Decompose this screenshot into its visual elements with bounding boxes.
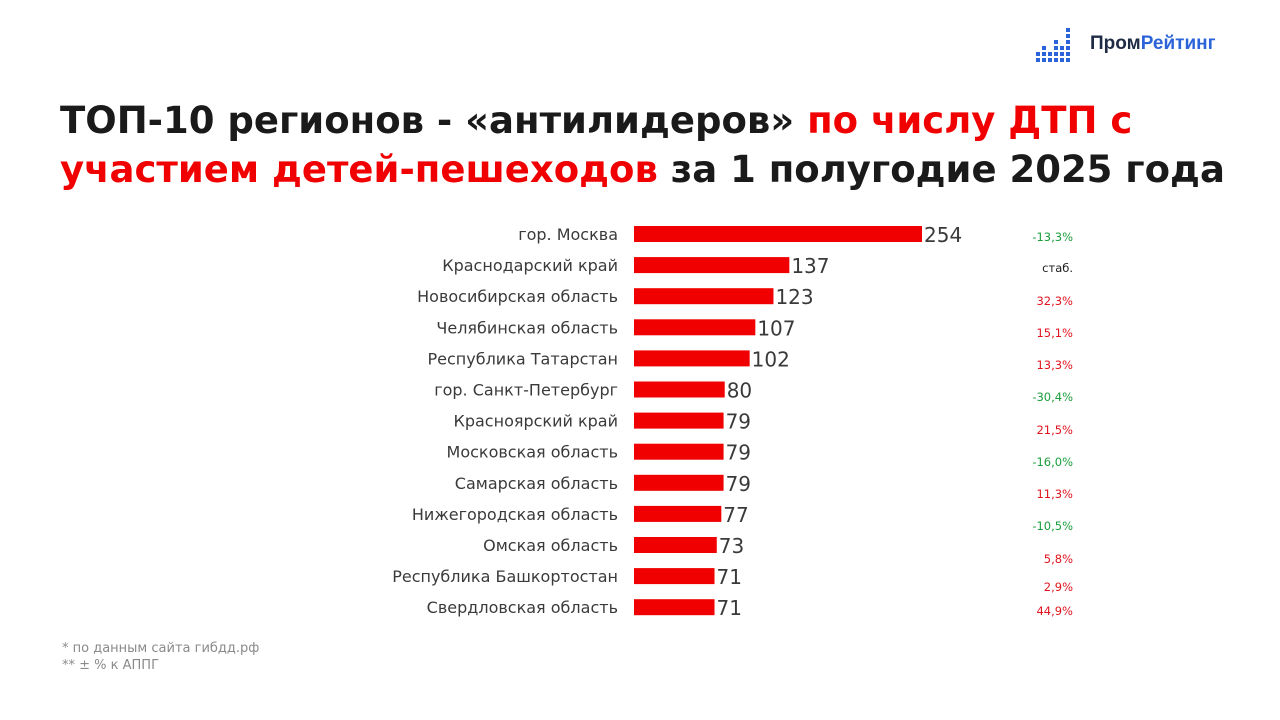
data-label: 73 (719, 534, 744, 558)
bar (634, 288, 774, 305)
category-label: гор. Санкт-Петербург (434, 381, 618, 400)
footnote-change: ** ± % к АППГ (62, 658, 159, 673)
bar (634, 412, 724, 429)
title-part1: ТОП-10 регионов - «антилидеров» (60, 99, 808, 142)
category-label: Свердловская область (427, 598, 618, 617)
data-label: 102 (752, 347, 790, 371)
category-label: Самарская область (455, 474, 618, 493)
bar-chart: гор. Москва 254 -13,3% Краснодарский край 13… (392, 223, 1073, 620)
data-label: 79 (726, 410, 751, 434)
data-label: 137 (791, 254, 829, 278)
data-label: 254 (924, 223, 962, 247)
brand-name-part2: Рейтинг (1140, 33, 1216, 54)
bar (634, 350, 750, 367)
category-label: Нижегородская область (412, 505, 618, 524)
data-label: 77 (723, 503, 748, 527)
change-label: стаб. (1042, 261, 1073, 275)
data-label: 71 (717, 565, 742, 589)
category-label: Новосибирская область (417, 287, 618, 306)
title-highlight: по числу ДТП с участием детей-пешеходов (60, 99, 1133, 191)
category-label: Омская область (483, 536, 618, 555)
change-label: -13,3% (1032, 230, 1073, 244)
data-label: 79 (726, 472, 751, 496)
change-label: -30,4% (1032, 390, 1073, 404)
bar (634, 381, 725, 398)
title-part3: за 1 полугодие 2025 года (657, 148, 1225, 191)
category-label: Краснодарский край (442, 256, 618, 275)
data-label: 123 (775, 285, 813, 309)
category-label: Красноярский край (453, 412, 618, 431)
category-label: гор. Москва (518, 225, 618, 244)
change-label: 32,3% (1036, 294, 1073, 308)
brand-logo: ПромРейтинг (1036, 26, 1216, 62)
footnote-source: * по данным сайта гибдд.рф (62, 641, 260, 656)
change-label: -10,5% (1032, 519, 1073, 533)
page-title: ТОП-10 регионов - «антилидеров» по числу… (60, 96, 1250, 194)
change-label: 44,9% (1036, 604, 1073, 618)
category-label: Республика Татарстан (427, 349, 618, 368)
data-label: 107 (757, 316, 795, 340)
change-label: 21,5% (1036, 423, 1073, 437)
bar (634, 319, 756, 336)
bar-dots-icon (1036, 28, 1070, 62)
category-label: Челябинская область (436, 318, 618, 337)
footnotes: * по данным сайта гибдд.рф ** ± % к АППГ (62, 640, 259, 674)
change-label: 11,3% (1036, 487, 1073, 501)
bar (634, 257, 790, 274)
bar (634, 568, 715, 585)
bar (634, 443, 724, 460)
bar (634, 599, 715, 616)
brand-name-part1: Пром (1090, 33, 1141, 54)
change-label: 2,9% (1044, 580, 1073, 594)
data-label: 71 (717, 596, 742, 620)
brand-name: ПромРейтинг (1090, 33, 1216, 55)
category-label: Республика Башкортостан (392, 567, 618, 586)
bar (634, 537, 717, 553)
data-label: 79 (726, 441, 751, 465)
change-label: 15,1% (1036, 326, 1073, 340)
change-label: -16,0% (1032, 455, 1073, 469)
change-label: 13,3% (1036, 358, 1073, 372)
bar (634, 505, 722, 522)
change-label: 5,8% (1044, 552, 1073, 566)
category-label: Московская область (447, 443, 618, 462)
bar (634, 226, 922, 242)
bar (634, 474, 724, 491)
data-label: 80 (727, 379, 752, 403)
